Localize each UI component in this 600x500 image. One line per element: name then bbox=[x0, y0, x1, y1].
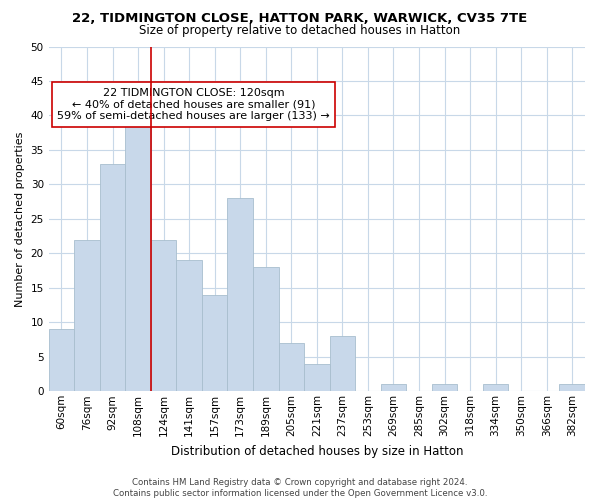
Bar bbox=[176, 260, 202, 392]
Bar bbox=[227, 198, 253, 392]
Bar bbox=[432, 384, 457, 392]
Text: 22 TIDMINGTON CLOSE: 120sqm
← 40% of detached houses are smaller (91)
59% of sem: 22 TIDMINGTON CLOSE: 120sqm ← 40% of det… bbox=[57, 88, 330, 121]
Bar bbox=[49, 329, 74, 392]
Y-axis label: Number of detached properties: Number of detached properties bbox=[15, 131, 25, 306]
Bar bbox=[559, 384, 585, 392]
Bar bbox=[329, 336, 355, 392]
Bar bbox=[151, 240, 176, 392]
Bar bbox=[253, 267, 278, 392]
Bar bbox=[125, 122, 151, 392]
Text: Contains HM Land Registry data © Crown copyright and database right 2024.
Contai: Contains HM Land Registry data © Crown c… bbox=[113, 478, 487, 498]
Bar bbox=[74, 240, 100, 392]
Text: Size of property relative to detached houses in Hatton: Size of property relative to detached ho… bbox=[139, 24, 461, 37]
Text: 22, TIDMINGTON CLOSE, HATTON PARK, WARWICK, CV35 7TE: 22, TIDMINGTON CLOSE, HATTON PARK, WARWI… bbox=[73, 12, 527, 26]
Bar bbox=[278, 343, 304, 392]
Bar bbox=[202, 294, 227, 392]
X-axis label: Distribution of detached houses by size in Hatton: Distribution of detached houses by size … bbox=[170, 444, 463, 458]
Bar bbox=[483, 384, 508, 392]
Bar bbox=[304, 364, 329, 392]
Bar bbox=[100, 164, 125, 392]
Bar bbox=[380, 384, 406, 392]
